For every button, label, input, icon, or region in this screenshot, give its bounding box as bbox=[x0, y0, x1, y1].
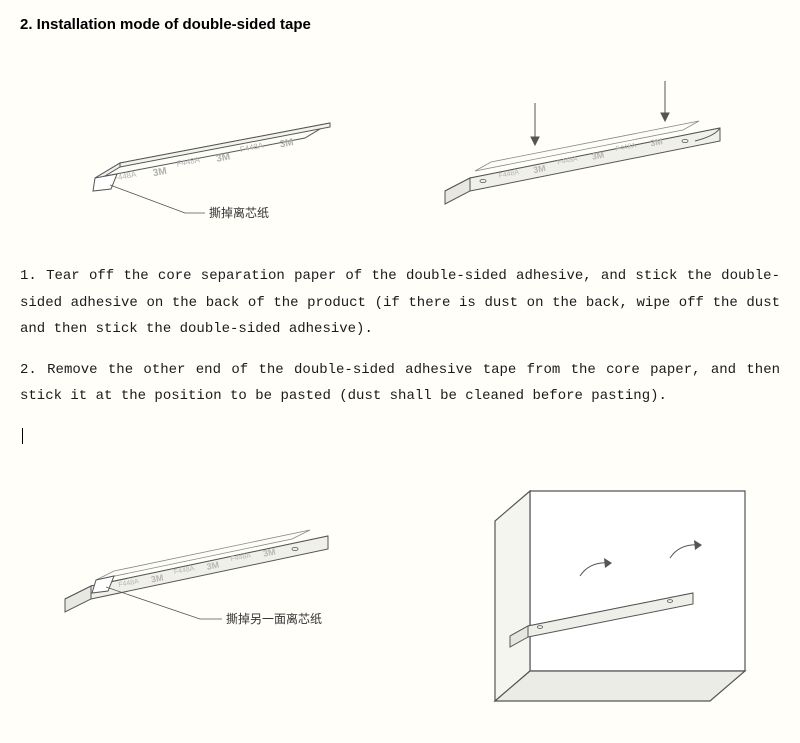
step-2-text: 2. Remove the other end of the double-si… bbox=[20, 357, 780, 410]
figure-row-1: F448A 3M F448A 3M F448A 3M 撕掉离芯纸 bbox=[20, 63, 780, 233]
figure-row-2: F448A 3M F448A 3M F448A 3M 撕掉另一面离芯纸 bbox=[20, 481, 780, 711]
section-title: 2. Installation mode of double-sided tap… bbox=[20, 16, 780, 33]
tape-brand-text: 3M bbox=[152, 166, 168, 179]
tape-brand-text: 3M bbox=[215, 151, 231, 164]
figure-mount-on-wall bbox=[400, 481, 780, 711]
step-1-text: 1. Tear off the core separation paper of… bbox=[20, 263, 780, 343]
text-cursor bbox=[22, 428, 23, 444]
figure-bar-peel-other-side: F448A 3M F448A 3M F448A 3M 撕掉另一面离芯纸 bbox=[20, 481, 400, 681]
fig3-label: 撕掉另一面离芯纸 bbox=[226, 611, 322, 626]
figure-tape-strip: F448A 3M F448A 3M F448A 3M 撕掉离芯纸 bbox=[20, 63, 400, 233]
figure-tape-on-bar: F448A 3M F448A 3M F448A 3M bbox=[400, 63, 780, 233]
fig1-label: 撕掉离芯纸 bbox=[209, 205, 269, 220]
tape-brand-text: 3M bbox=[279, 137, 295, 150]
instructions-block: 1. Tear off the core separation paper of… bbox=[20, 263, 780, 451]
